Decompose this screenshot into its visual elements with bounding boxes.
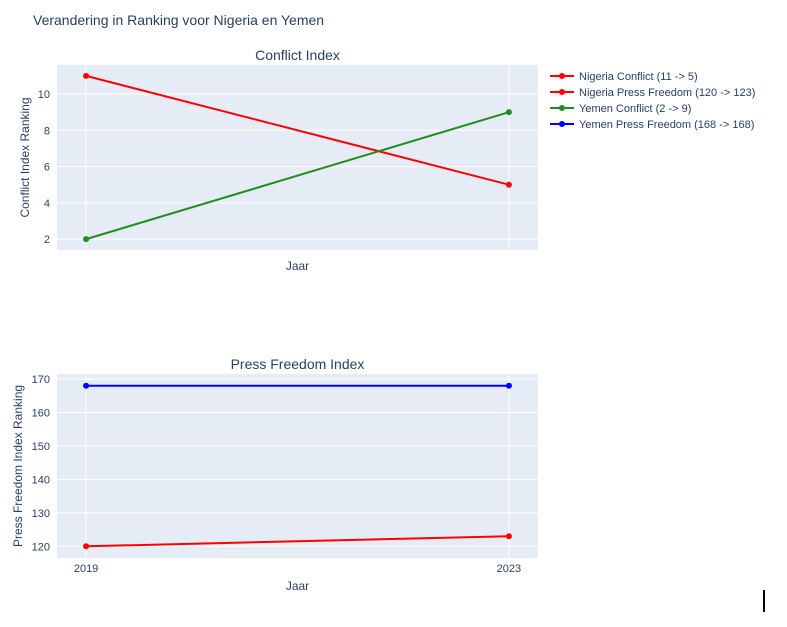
legend-label: Nigeria Conflict (11 -> 5) <box>579 71 698 83</box>
y-tick-label: 8 <box>44 125 50 137</box>
series-line <box>85 111 510 241</box>
data-point <box>505 181 512 188</box>
y-tick-label: 170 <box>32 374 50 386</box>
legend-item[interactable]: Nigeria Press Freedom (120 -> 123) <box>550 87 755 99</box>
data-point <box>505 109 512 116</box>
legend-item[interactable]: Yemen Conflict (2 -> 9) <box>550 103 691 115</box>
y-tick-label: 4 <box>44 198 50 210</box>
y-tick-label: 120 <box>32 541 50 553</box>
y-axis-label: Conflict Index Ranking <box>18 97 32 217</box>
x-tick-label: 2023 <box>497 563 521 575</box>
y-tick-label: 160 <box>32 407 50 419</box>
text-cursor <box>763 590 765 612</box>
data-point <box>83 236 90 243</box>
series-line <box>86 535 509 548</box>
legend-marker <box>559 105 565 111</box>
y-tick-label: 140 <box>32 474 50 486</box>
legend-marker <box>559 89 565 95</box>
plot-area <box>57 65 538 250</box>
subplot-title: Press Freedom Index <box>231 356 365 372</box>
x-axis-label: Jaar <box>286 579 309 593</box>
x-tick-label: 2019 <box>74 563 98 575</box>
y-tick-label: 130 <box>32 508 50 520</box>
y-tick-label: 10 <box>38 89 50 101</box>
y-tick-label: 150 <box>32 441 50 453</box>
legend-label: Nigeria Press Freedom (120 -> 123) <box>579 87 755 99</box>
y-tick-label: 2 <box>44 234 50 246</box>
data-point <box>505 382 512 389</box>
plot-area <box>57 374 538 558</box>
data-point <box>83 543 90 550</box>
legend-label: Yemen Conflict (2 -> 9) <box>579 103 691 115</box>
figure-title: Verandering in Ranking voor Nigeria en Y… <box>33 12 324 28</box>
y-axis-label: Press Freedom Index Ranking <box>11 385 25 547</box>
legend-item[interactable]: Nigeria Conflict (11 -> 5) <box>550 71 698 83</box>
subplot-2: 120 130 140 150 160 170 2019 2023 Press Freedom … <box>11 356 538 593</box>
subplot-title: Conflict Index <box>255 47 340 63</box>
legend-marker <box>559 73 565 79</box>
subplot-1: 2 4 6 8 10 Conflict Index Jaar Conflict Index R… <box>18 47 538 273</box>
data-point <box>83 72 90 79</box>
y-tick-label: 6 <box>44 162 50 174</box>
legend[interactable]: Nigeria Conflict (11 -> 5) Nigeria Press … <box>550 71 755 131</box>
legend-label: Yemen Press Freedom (168 -> 168) <box>579 119 754 131</box>
data-point <box>83 382 90 389</box>
series-line <box>85 74 510 186</box>
data-point <box>505 533 512 540</box>
legend-item[interactable]: Yemen Press Freedom (168 -> 168) <box>550 119 754 131</box>
x-axis-label: Jaar <box>286 259 309 273</box>
legend-marker <box>559 121 565 127</box>
